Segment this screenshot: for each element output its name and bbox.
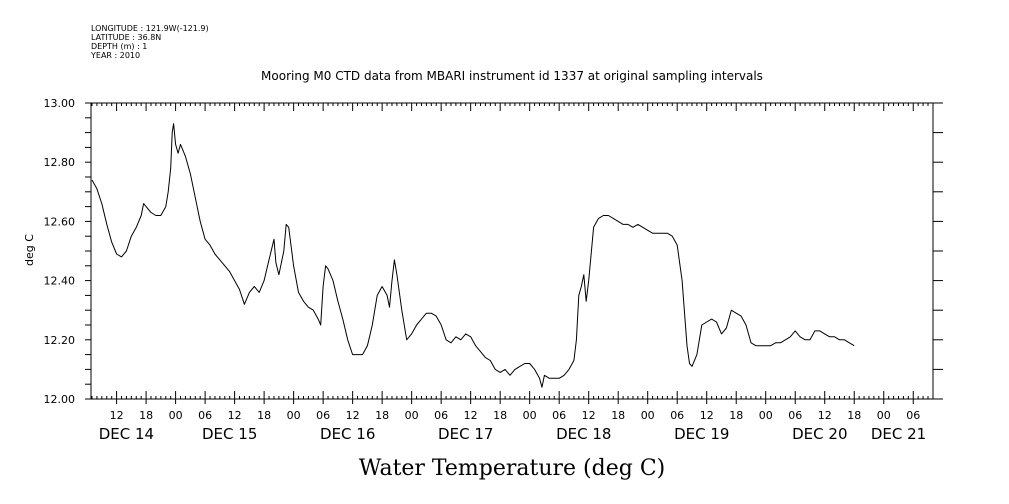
hour-tick-label: 06 [198, 409, 212, 422]
plot-frame [90, 102, 934, 400]
day-tick-label: DEC 16 [320, 425, 375, 443]
day-tick-label: DEC 20 [792, 425, 847, 443]
day-tick-label: DEC 19 [674, 425, 729, 443]
hour-tick-label: 12 [700, 409, 714, 422]
day-tick-label: DEC 14 [99, 425, 154, 443]
hour-tick-label: 00 [523, 409, 537, 422]
year-label: YEAR : 2010 [90, 51, 140, 60]
day-tick-label: DEC 15 [202, 425, 257, 443]
hour-tick-label: 18 [375, 409, 389, 422]
hour-tick-label: 06 [788, 409, 802, 422]
hour-tick-label: 00 [877, 409, 891, 422]
hour-tick-label: 06 [552, 409, 566, 422]
y-tick-label: 12.00 [44, 393, 76, 406]
axis-ticks [85, 102, 943, 404]
hour-tick-label: 06 [434, 409, 448, 422]
hour-tick-label: 18 [611, 409, 625, 422]
hour-tick-label: 12 [582, 409, 596, 422]
day-tick-label: DEC 21 [871, 425, 926, 443]
y-tick-labels: 12.00 12.20 12.40 12.60 12.80 13.00 [44, 97, 76, 406]
temperature-series-line [91, 123, 855, 388]
hour-tick-label: 18 [847, 409, 861, 422]
hour-tick-label: 18 [493, 409, 507, 422]
hour-tick-label: 06 [906, 409, 920, 422]
hour-tick-label: 12 [228, 409, 242, 422]
hour-tick-label: 00 [641, 409, 655, 422]
hour-tick-label: 00 [405, 409, 419, 422]
depth-label: DEPTH (m) : 1 [91, 42, 147, 51]
hour-tick-label: 12 [110, 409, 124, 422]
hour-tick-label: 12 [818, 409, 832, 422]
x-tick-labels: 12 18 00 06 12 18 00 06 12 18 00 06 12 18 00 06 12 18 00 06… [99, 409, 926, 443]
hour-tick-label: 12 [464, 409, 478, 422]
y-axis-label: deg C [23, 234, 36, 266]
hour-tick-label: 06 [670, 409, 684, 422]
x-axis-label: Water Temperature (deg C) [359, 456, 666, 481]
hour-tick-label: 06 [316, 409, 330, 422]
hour-tick-label: 00 [759, 409, 773, 422]
hour-tick-label: 12 [346, 409, 360, 422]
hour-tick-label: 18 [257, 409, 271, 422]
hour-tick-label: 00 [169, 409, 183, 422]
series-group [91, 123, 855, 388]
y-tick-label: 13.00 [44, 97, 76, 110]
y-tick-label: 12.40 [44, 275, 76, 288]
hour-tick-label: 18 [139, 409, 153, 422]
y-tick-label: 12.60 [44, 215, 76, 228]
hour-tick-label: 00 [287, 409, 301, 422]
hour-tick-label: 18 [729, 409, 743, 422]
y-tick-label: 12.20 [44, 334, 76, 347]
chart-title: Mooring M0 CTD data from MBARI instrumen… [261, 69, 763, 83]
longitude-label: LONGITUDE : 121.9W(-121.9) [91, 24, 209, 33]
metadata-block: LONGITUDE : 121.9W(-121.9) LATITUDE : 36… [90, 24, 209, 60]
latitude-label: LATITUDE : 36.8N [91, 33, 161, 42]
day-tick-label: DEC 17 [438, 425, 493, 443]
day-tick-label: DEC 18 [556, 425, 611, 443]
y-tick-label: 12.80 [44, 156, 76, 169]
